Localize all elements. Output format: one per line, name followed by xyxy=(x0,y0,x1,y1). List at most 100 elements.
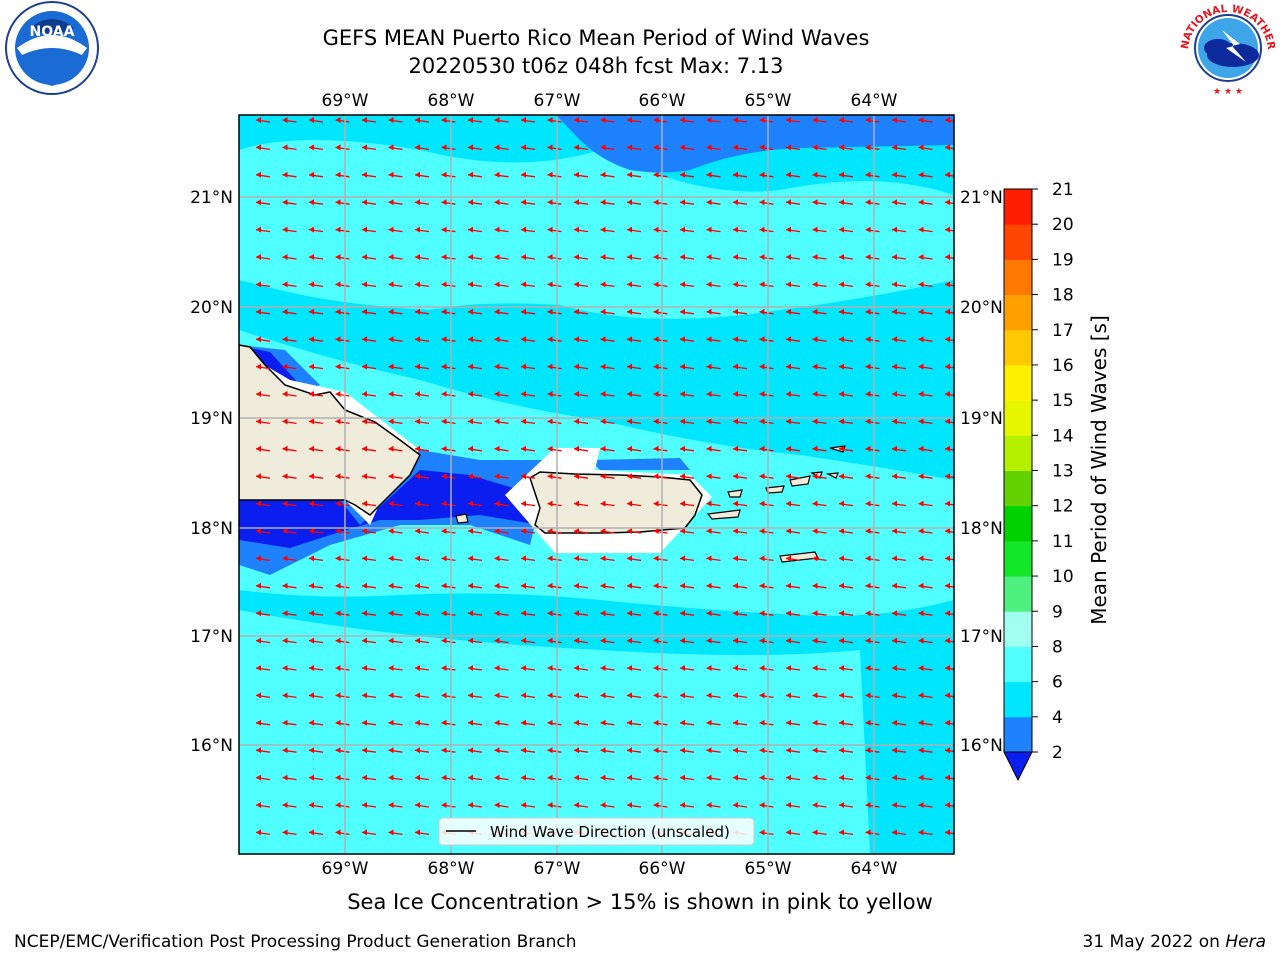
wind-arrow-head xyxy=(256,500,261,507)
wind-arrow-head xyxy=(335,144,341,151)
wind-arrow-head xyxy=(865,582,871,589)
wind-arrow-head xyxy=(627,802,632,808)
wind-arrow-head xyxy=(706,171,712,178)
wind-arrow-head xyxy=(759,445,765,452)
wind-arrow-head xyxy=(494,199,500,206)
colorbar-tick-label: 16 xyxy=(1052,356,1074,376)
wind-arrow-head xyxy=(945,829,950,836)
wind-arrow-head xyxy=(653,500,659,507)
wind-arrow-head xyxy=(680,692,685,699)
wind-arrow-head xyxy=(759,500,765,507)
wind-arrow-head xyxy=(468,747,473,754)
wind-arrow-head xyxy=(282,555,288,562)
wind-arrow-head xyxy=(362,281,367,288)
wind-arrow-head xyxy=(839,555,844,562)
wind-arrow-head xyxy=(918,473,924,480)
wind-arrow-head xyxy=(468,199,473,206)
wind-arrow-head xyxy=(945,144,950,151)
wind-arrow-head xyxy=(494,418,500,425)
wind-arrow-head xyxy=(468,473,473,480)
wind-arrow-head xyxy=(415,144,420,151)
wind-arrow-head xyxy=(892,802,897,808)
wind-arrow-head xyxy=(653,226,659,233)
wind-arrow-head xyxy=(547,254,553,260)
wind-arrow-head xyxy=(362,336,367,343)
wind-arrow-head xyxy=(733,747,738,754)
wind-arrow-head xyxy=(892,747,897,754)
wind-arrow-head xyxy=(786,199,791,206)
wind-arrow-head xyxy=(256,308,261,315)
wind-arrow-head xyxy=(865,610,871,617)
wind-arrow-head xyxy=(759,171,765,178)
wind-arrow-head xyxy=(680,582,685,589)
wind-arrow-head xyxy=(494,637,500,644)
wind-arrow-head xyxy=(362,637,367,644)
wind-arrow-head xyxy=(680,226,685,233)
wind-arrow-head xyxy=(521,500,526,507)
wind-arrow-head xyxy=(706,719,712,726)
wind-arrow-head xyxy=(945,363,950,370)
wind-arrow-head xyxy=(600,254,606,260)
wind-arrow-head xyxy=(468,226,473,233)
wind-arrow-head xyxy=(468,774,473,781)
wind-arrow-head xyxy=(282,144,288,151)
wind-arrow-head xyxy=(653,528,659,534)
lat-label-right: 18°N xyxy=(960,519,1003,539)
wind-arrow-head xyxy=(786,829,791,836)
wind-arrow-head xyxy=(309,500,314,507)
wind-arrow-head xyxy=(812,582,818,589)
wind-arrow-head xyxy=(918,582,924,589)
wind-arrow-head xyxy=(865,336,871,343)
wind-arrow-head xyxy=(706,528,712,534)
wind-arrow-head xyxy=(918,528,924,534)
wind-arrow-head xyxy=(918,802,924,808)
wind-arrow-head xyxy=(812,363,818,370)
wind-arrow-head xyxy=(786,308,791,315)
wind-arrow-head xyxy=(786,254,791,260)
wind-arrow-head xyxy=(309,582,314,589)
wind-arrow-head xyxy=(309,281,314,288)
wind-arrow-head xyxy=(733,692,738,699)
wind-arrow-head xyxy=(759,473,765,480)
wind-arrow-head xyxy=(680,391,685,397)
wind-arrow-head xyxy=(733,363,738,370)
wind-arrow-head xyxy=(839,363,844,370)
wind-arrow-head xyxy=(865,363,871,370)
wind-arrow-head xyxy=(865,719,871,726)
ocean-6to8-south xyxy=(239,610,870,854)
wind-arrow-head xyxy=(574,500,579,507)
wind-arrow-head xyxy=(706,637,712,644)
wind-arrow-head xyxy=(627,445,632,452)
wind-arrow-head xyxy=(415,692,420,699)
wind-arrow-head xyxy=(335,802,341,808)
wind-arrow-head xyxy=(839,308,844,315)
wind-arrow-head xyxy=(282,308,288,315)
wind-arrow-head xyxy=(256,336,261,343)
wind-arrow-head xyxy=(945,391,950,397)
wind-arrow-head xyxy=(839,281,844,288)
wind-arrow-head xyxy=(759,692,765,699)
wind-arrow-head xyxy=(521,144,526,151)
wind-arrow-head xyxy=(282,692,288,699)
wind-arrow-head xyxy=(945,582,950,589)
wind-arrow-head xyxy=(627,473,632,480)
wind-arrow-head xyxy=(918,719,924,726)
wind-arrow-head xyxy=(335,418,341,425)
wind-arrow-head xyxy=(468,802,473,808)
wind-arrow-head xyxy=(494,445,500,452)
wind-arrow-head xyxy=(759,774,765,781)
wind-arrow-head xyxy=(468,336,473,343)
wind-arrow-head xyxy=(388,473,394,480)
wind-arrow-head xyxy=(706,774,712,781)
wind-arrow-head xyxy=(653,336,659,343)
wind-arrow-head xyxy=(574,418,579,425)
wind-arrow-head xyxy=(600,473,606,480)
wind-arrow-head xyxy=(653,254,659,260)
wind-arrow-head xyxy=(839,582,844,589)
wind-arrow-head xyxy=(282,171,288,178)
wind-arrow-head xyxy=(468,582,473,589)
wind-arrow-head xyxy=(441,610,447,617)
wind-arrow-head xyxy=(335,336,341,343)
wind-arrow-head xyxy=(786,719,791,726)
wind-arrow-head xyxy=(653,774,659,781)
